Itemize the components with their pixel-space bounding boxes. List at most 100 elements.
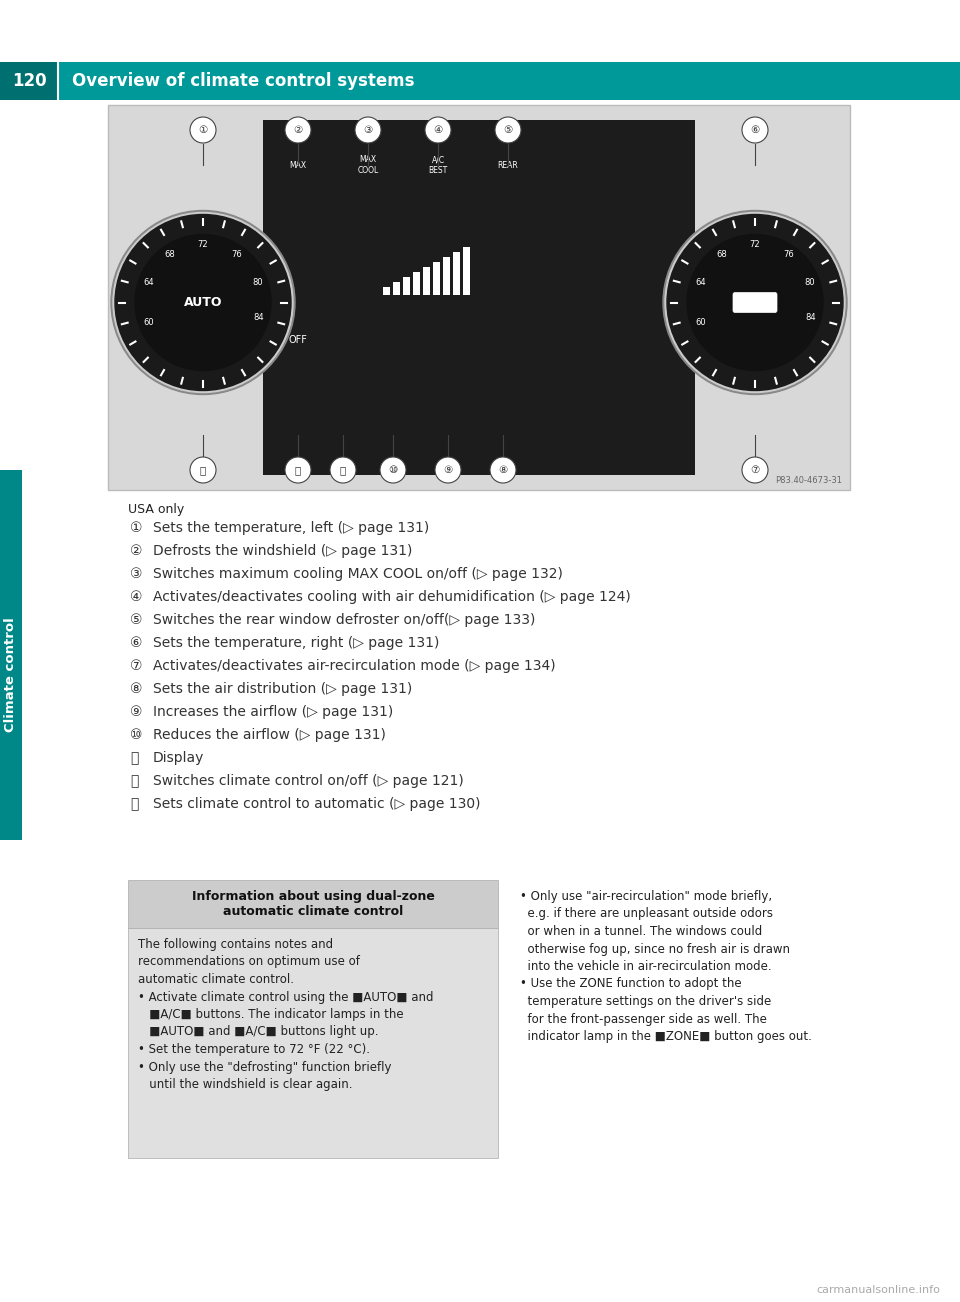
Text: The following contains notes and
recommendations on optimum use of
automatic cli: The following contains notes and recomme… xyxy=(138,937,434,1091)
Text: 68: 68 xyxy=(164,250,175,259)
Text: ⑬: ⑬ xyxy=(200,465,206,475)
Text: 80: 80 xyxy=(252,279,263,288)
FancyBboxPatch shape xyxy=(128,880,498,928)
Text: MAX
COOL: MAX COOL xyxy=(357,155,378,174)
FancyBboxPatch shape xyxy=(108,105,850,490)
FancyBboxPatch shape xyxy=(263,120,695,475)
Text: ④: ④ xyxy=(130,590,142,604)
Text: Switches maximum cooling MAX COOL on/off (▷ page 132): Switches maximum cooling MAX COOL on/off… xyxy=(153,566,563,581)
Text: ⑩: ⑩ xyxy=(130,728,142,742)
Circle shape xyxy=(115,215,291,391)
Text: ④: ④ xyxy=(433,125,443,135)
Text: ⑪: ⑪ xyxy=(130,751,138,766)
Text: Activates/deactivates air-recirculation mode (▷ page 134): Activates/deactivates air-recirculation … xyxy=(153,659,556,673)
Text: ⑫: ⑫ xyxy=(295,465,301,475)
Text: OFF: OFF xyxy=(289,335,307,345)
Circle shape xyxy=(190,457,216,483)
Text: ⑪: ⑪ xyxy=(340,465,347,475)
Text: ⑦: ⑦ xyxy=(751,465,759,475)
Text: Activates/deactivates cooling with air dehumidification (▷ page 124): Activates/deactivates cooling with air d… xyxy=(153,590,631,604)
Text: 76: 76 xyxy=(231,250,242,259)
Text: • Only use "air-recirculation" mode briefly,
  e.g. if there are unpleasant outs: • Only use "air-recirculation" mode brie… xyxy=(520,891,812,1043)
Circle shape xyxy=(663,211,847,395)
Circle shape xyxy=(135,234,271,371)
Circle shape xyxy=(435,457,461,483)
Text: Information about using dual-zone
automatic climate control: Information about using dual-zone automa… xyxy=(192,891,435,918)
Circle shape xyxy=(742,457,768,483)
Text: Sets climate control to automatic (▷ page 130): Sets climate control to automatic (▷ pag… xyxy=(153,797,481,811)
Circle shape xyxy=(667,215,843,391)
Text: Climate control: Climate control xyxy=(5,617,17,732)
FancyBboxPatch shape xyxy=(393,283,400,296)
Text: carmanualsonline.info: carmanualsonline.info xyxy=(816,1285,940,1295)
FancyBboxPatch shape xyxy=(0,62,960,100)
Text: 84: 84 xyxy=(805,312,816,322)
Circle shape xyxy=(742,117,768,143)
Circle shape xyxy=(285,457,311,483)
Text: Sets the temperature, right (▷ page 131): Sets the temperature, right (▷ page 131) xyxy=(153,635,440,650)
Text: 72: 72 xyxy=(198,240,208,249)
Text: 72: 72 xyxy=(750,240,760,249)
Circle shape xyxy=(285,117,311,143)
Text: ②: ② xyxy=(130,544,142,559)
Text: ⑤: ⑤ xyxy=(130,613,142,628)
FancyBboxPatch shape xyxy=(383,286,390,296)
Text: 84: 84 xyxy=(253,312,264,322)
Text: ⑥: ⑥ xyxy=(130,635,142,650)
Text: Sets the temperature, left (▷ page 131): Sets the temperature, left (▷ page 131) xyxy=(153,521,429,535)
Text: ⑩: ⑩ xyxy=(389,465,397,475)
Circle shape xyxy=(113,212,293,392)
Text: ①: ① xyxy=(130,521,142,535)
FancyBboxPatch shape xyxy=(0,62,58,100)
Text: ⑧: ⑧ xyxy=(130,682,142,697)
Circle shape xyxy=(490,457,516,483)
FancyBboxPatch shape xyxy=(0,510,22,840)
Text: ⑧: ⑧ xyxy=(498,465,508,475)
Text: P83.40-4673-31: P83.40-4673-31 xyxy=(775,477,842,486)
Text: ②: ② xyxy=(294,125,302,135)
FancyBboxPatch shape xyxy=(443,256,450,296)
Text: Switches climate control on/off (▷ page 121): Switches climate control on/off (▷ page … xyxy=(153,773,464,788)
FancyBboxPatch shape xyxy=(433,262,440,296)
Text: 76: 76 xyxy=(783,250,794,259)
Circle shape xyxy=(425,117,451,143)
Text: 60: 60 xyxy=(695,318,706,327)
Circle shape xyxy=(190,117,216,143)
Text: 60: 60 xyxy=(143,318,154,327)
Text: Increases the airflow (▷ page 131): Increases the airflow (▷ page 131) xyxy=(153,704,394,719)
Circle shape xyxy=(355,117,381,143)
Circle shape xyxy=(665,212,845,392)
Text: ⑥: ⑥ xyxy=(751,125,759,135)
Circle shape xyxy=(330,457,356,483)
FancyBboxPatch shape xyxy=(413,272,420,296)
FancyBboxPatch shape xyxy=(463,247,470,296)
Text: A/C
BEST: A/C BEST xyxy=(428,155,447,174)
Text: Sets the air distribution (▷ page 131): Sets the air distribution (▷ page 131) xyxy=(153,682,412,697)
Text: 64: 64 xyxy=(143,279,154,288)
Text: ⑬: ⑬ xyxy=(130,797,138,811)
Circle shape xyxy=(687,234,823,371)
Text: ⑨: ⑨ xyxy=(130,704,142,719)
Text: AUTO: AUTO xyxy=(183,296,223,309)
Text: ⑨: ⑨ xyxy=(444,465,452,475)
Text: MAX: MAX xyxy=(289,160,306,169)
Text: ⑦: ⑦ xyxy=(130,659,142,673)
Text: 120: 120 xyxy=(12,72,46,90)
Circle shape xyxy=(111,211,295,395)
FancyBboxPatch shape xyxy=(453,253,460,296)
Text: 80: 80 xyxy=(804,279,815,288)
Text: Overview of climate control systems: Overview of climate control systems xyxy=(72,72,415,90)
FancyBboxPatch shape xyxy=(128,928,498,1157)
FancyBboxPatch shape xyxy=(403,277,410,296)
FancyBboxPatch shape xyxy=(733,293,777,312)
Text: 64: 64 xyxy=(695,279,706,288)
Text: ⑤: ⑤ xyxy=(503,125,513,135)
Text: ⑫: ⑫ xyxy=(130,773,138,788)
FancyBboxPatch shape xyxy=(423,267,430,296)
Text: Reduces the airflow (▷ page 131): Reduces the airflow (▷ page 131) xyxy=(153,728,386,742)
Text: Display: Display xyxy=(153,751,204,766)
Circle shape xyxy=(380,457,406,483)
FancyBboxPatch shape xyxy=(0,470,22,510)
Circle shape xyxy=(495,117,521,143)
Text: USA only: USA only xyxy=(128,503,184,516)
